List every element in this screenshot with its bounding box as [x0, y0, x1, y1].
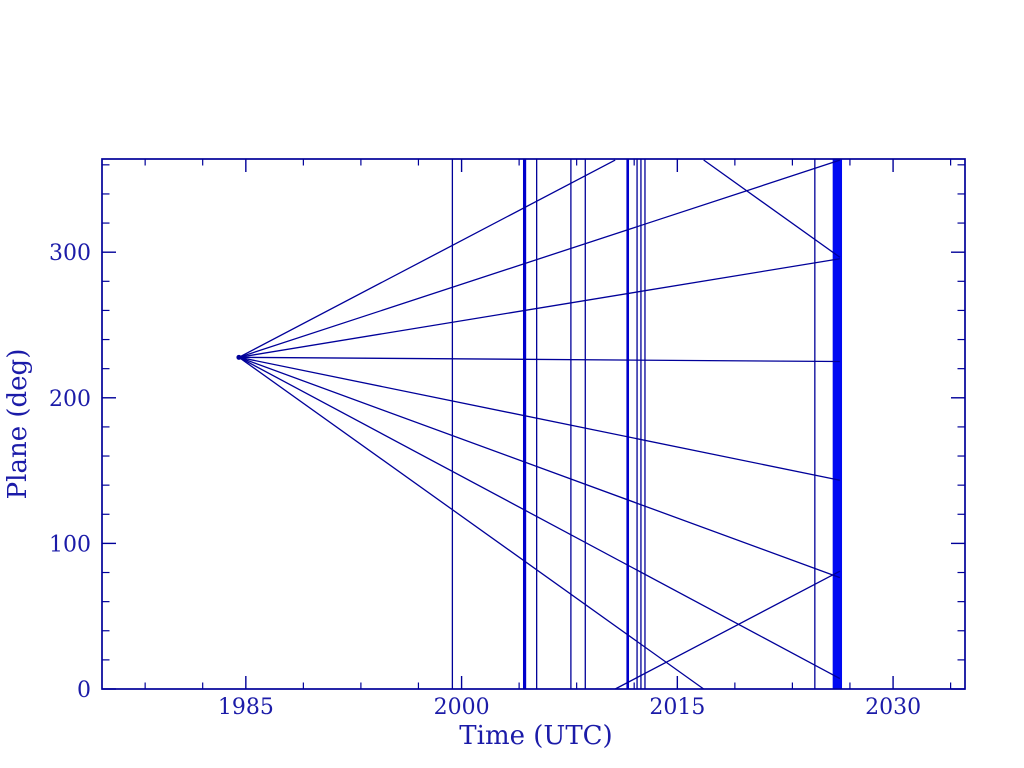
event-band	[832, 159, 843, 689]
fan-origin-dot	[236, 354, 242, 360]
y-tick-label: 200	[49, 387, 91, 412]
plane-line-2	[238, 159, 841, 358]
x-tick-label: 2000	[434, 695, 490, 720]
plane-line-1	[238, 159, 616, 358]
plane-line-8	[238, 356, 705, 690]
plot-frame	[101, 158, 966, 690]
plane-line-5	[238, 356, 840, 481]
y-tick-label: 0	[77, 678, 91, 703]
plane-line-3	[238, 258, 840, 358]
x-tick-label: 1985	[218, 695, 274, 720]
y-tick-label: 300	[49, 241, 91, 266]
y-axis-label: Plane (deg)	[3, 349, 33, 500]
x-axis-label: Time (UTC)	[459, 721, 612, 751]
plane-line-4	[238, 356, 840, 363]
x-tick-label: 2015	[649, 695, 705, 720]
y-tick-label: 100	[49, 532, 91, 557]
plane-line-1	[614, 570, 841, 690]
plane-line-8	[703, 159, 841, 258]
x-tick-label: 2030	[865, 695, 921, 720]
plane-line-6	[238, 356, 841, 579]
plane-line-7	[238, 356, 841, 680]
